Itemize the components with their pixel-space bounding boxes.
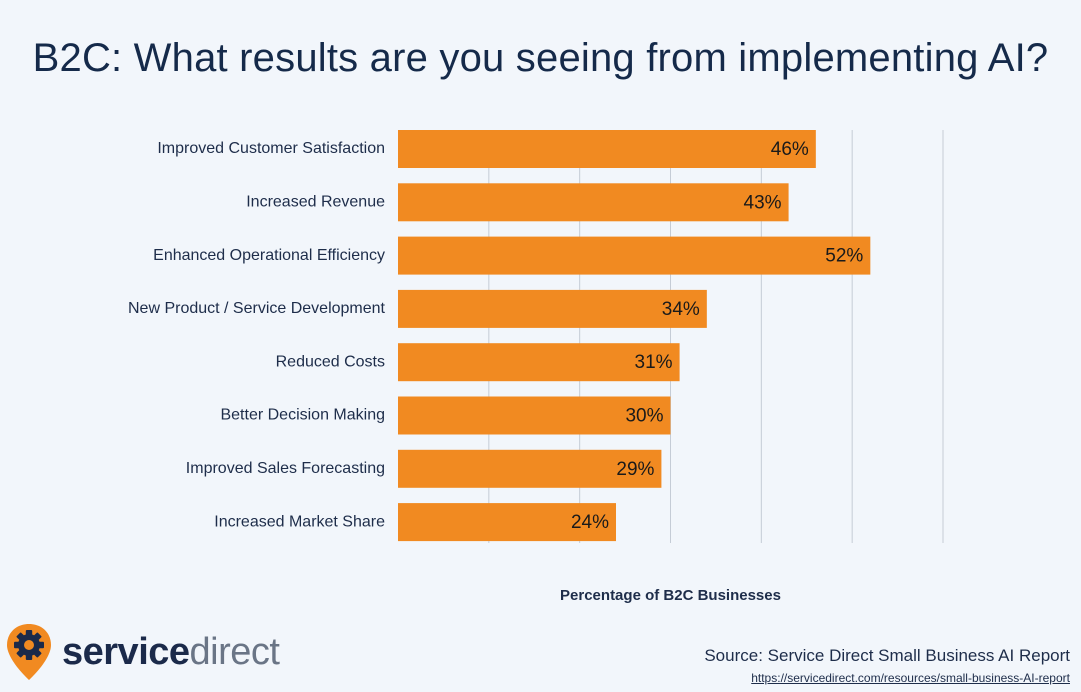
x-axis-label: Percentage of B2C Businesses <box>560 587 781 604</box>
value-label: 34% <box>662 299 700 320</box>
category-label: Increased Revenue <box>246 194 385 211</box>
value-label: 43% <box>744 192 782 213</box>
category-label: Improved Sales Forecasting <box>186 460 385 477</box>
bars <box>398 130 871 542</box>
bar-5 <box>398 396 671 435</box>
value-label: 24% <box>571 512 609 533</box>
gear-location-pin-icon <box>7 624 51 680</box>
logo-wordmark: servicedirect <box>62 630 280 674</box>
category-label: Enhanced Operational Efficiency <box>153 247 385 264</box>
category-labels: Improved Customer Satisfaction Increased … <box>128 140 386 530</box>
value-label: 31% <box>635 352 673 373</box>
bar-2 <box>398 236 871 275</box>
logo-text-service: service <box>62 630 190 673</box>
category-label: Better Decision Making <box>220 407 385 424</box>
bar-6 <box>398 449 662 488</box>
bar-1 <box>398 183 789 222</box>
category-label: Improved Customer Satisfaction <box>157 140 385 157</box>
value-label: 29% <box>616 459 654 480</box>
category-label: Increased Market Share <box>214 513 385 530</box>
bar-0 <box>398 130 816 168</box>
bar-3 <box>398 289 707 328</box>
category-label: New Product / Service Development <box>128 300 386 317</box>
logo-text-direct: direct <box>189 630 280 673</box>
source-text: Source: Service Direct Small Business AI… <box>704 646 1070 665</box>
category-label: Reduced Costs <box>276 353 385 370</box>
value-labels: 46% 43% 52% 34% 31% 30% 29% 24% <box>571 139 863 533</box>
bar-4 <box>398 343 680 382</box>
source-link[interactable]: https://servicedirect.com/resources/smal… <box>751 671 1070 685</box>
servicedirect-logo[interactable]: servicedirect <box>4 622 280 682</box>
value-label: 46% <box>771 139 809 160</box>
value-label: 30% <box>625 406 663 427</box>
value-label: 52% <box>825 246 863 267</box>
chart-title: B2C: What results are you seeing from im… <box>32 36 1049 80</box>
bar-7 <box>398 503 616 542</box>
